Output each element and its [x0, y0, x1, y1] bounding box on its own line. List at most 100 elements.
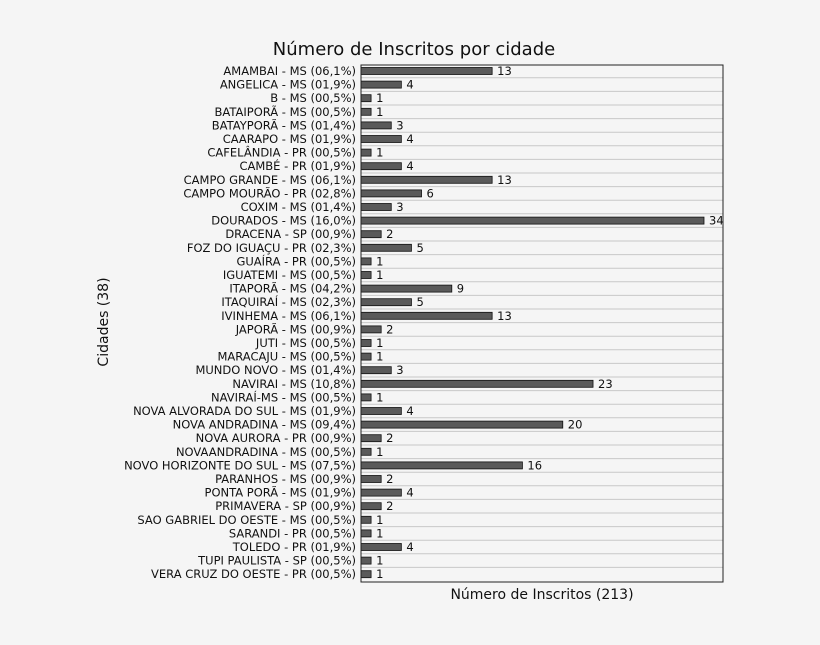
category-label: CAMPO GRANDE - MS (06,1%)	[184, 173, 356, 187]
bar	[360, 461, 523, 470]
bar	[360, 162, 402, 171]
data-label: 2	[386, 227, 393, 241]
bar	[360, 203, 392, 211]
bar	[360, 543, 402, 551]
category-label: CAFELÂNDIA - PR (00,5%)	[207, 145, 356, 160]
data-label: 4	[406, 540, 413, 554]
category-label: NOVAANDRADINA - MS (00,5%)	[176, 445, 356, 459]
data-label: 2	[386, 472, 393, 486]
data-label: 1	[376, 554, 383, 568]
category-label: DOURADOS - MS (16,0%)	[211, 214, 356, 228]
bar	[360, 447, 372, 456]
category-label: IGUATEMI - MS (00,5%)	[223, 268, 356, 282]
category-label: CAARAPO - MS (01,9%)	[223, 132, 356, 146]
bar	[360, 434, 382, 443]
category-label: JUTI - MS (00,5%)	[255, 336, 356, 350]
bar	[360, 339, 372, 347]
category-label: CAMBÉ - PR (01,9%)	[239, 158, 356, 173]
category-label: SARANDI - PR (00,5%)	[229, 526, 356, 540]
bar	[360, 325, 382, 334]
data-label: 1	[376, 146, 383, 160]
data-label: 4	[406, 159, 413, 173]
bar	[360, 135, 402, 143]
bar	[360, 284, 453, 293]
y-axis-label: Cidades (38)	[96, 277, 112, 366]
data-label: 5	[416, 241, 423, 255]
category-labels: AMAMBAI - MS (06,1%)ANGELICA - MS (01,9%…	[124, 64, 356, 581]
bar	[360, 420, 564, 429]
data-label: 3	[396, 118, 403, 132]
data-label: 3	[396, 363, 403, 377]
data-label: 4	[406, 132, 413, 146]
category-label: NAVIRAÍ-MS - MS (00,5%)	[211, 389, 356, 404]
data-label: 3	[396, 200, 403, 214]
category-label: PONTA PORÃ - MS (01,9%)	[205, 485, 356, 500]
category-label: CAMPO MOURÃO - PR (02,8%)	[183, 185, 356, 200]
category-label: JAPORÃ - MS (00,9%)	[235, 321, 356, 336]
bar	[360, 94, 372, 103]
category-label: BATAYPORÃ - MS (01,4%)	[212, 117, 356, 132]
data-label: 9	[457, 282, 464, 296]
bar	[360, 407, 402, 415]
bar	[360, 257, 372, 266]
category-label: FOZ DO IGUAÇU - PR (02,3%)	[187, 241, 356, 255]
category-label: GUAÍRA - PR (00,5%)	[236, 253, 356, 268]
bar	[360, 352, 372, 361]
data-label: 13	[497, 309, 512, 323]
bar	[360, 216, 705, 225]
category-label: IVINHEMA - MS (06,1%)	[221, 309, 356, 323]
category-label: NOVA AURORA - PR (00,9%)	[196, 431, 356, 445]
bar	[360, 393, 372, 402]
bar	[360, 175, 493, 184]
category-label: ITAPORÃ - MS (04,2%)	[229, 281, 356, 296]
category-label: NOVA ANDRADINA - MS (09,4%)	[173, 418, 356, 432]
category-label: VERA CRUZ DO OESTE - PR (00,5%)	[151, 567, 356, 581]
category-label: PRIMAVERA - SP (00,9%)	[215, 499, 356, 513]
bar	[360, 67, 493, 75]
value-labels: 1341134141363342511951321132314202116242…	[376, 64, 724, 581]
bar	[360, 271, 372, 279]
data-label: 1	[376, 350, 383, 364]
data-label: 4	[406, 404, 413, 418]
bar	[360, 502, 382, 511]
data-label: 13	[497, 64, 512, 78]
data-label: 1	[376, 105, 383, 119]
data-label: 1	[376, 567, 383, 581]
category-label: AMAMBAI - MS (06,1%)	[223, 64, 356, 78]
bar	[360, 80, 402, 89]
data-label: 4	[406, 78, 413, 92]
category-label: TOLEDO - PR (01,9%)	[232, 540, 356, 554]
data-label: 1	[376, 390, 383, 404]
category-label: ITAQUIRAÍ - MS (02,3%)	[221, 294, 356, 309]
bar	[360, 475, 382, 483]
bar	[360, 379, 594, 388]
data-label: 23	[598, 377, 613, 391]
bar	[360, 556, 372, 565]
data-label: 13	[497, 173, 512, 187]
category-label: SAO GABRIEL DO OESTE - MS (00,5%)	[137, 513, 356, 527]
bar	[360, 366, 392, 375]
grid-lines	[361, 77, 723, 568]
data-label: 2	[386, 431, 393, 445]
category-label: PARANHOS - MS (00,9%)	[215, 472, 356, 486]
category-label: NAVIRAI - MS (10,8%)	[232, 377, 356, 391]
category-label: BATAIPORÃ - MS (00,5%)	[215, 104, 356, 119]
category-label: COXIM - MS (01,4%)	[241, 200, 356, 214]
bar	[360, 488, 402, 497]
data-label: 1	[376, 254, 383, 268]
data-label: 5	[416, 295, 423, 309]
data-label: 1	[376, 268, 383, 282]
data-label: 6	[427, 186, 434, 200]
bar	[360, 515, 372, 524]
bar	[360, 121, 392, 130]
data-label: 34	[709, 214, 724, 228]
bar	[360, 189, 422, 198]
data-label: 1	[376, 91, 383, 105]
category-label: TUPI PAULISTA - SP (00,5%)	[197, 554, 356, 568]
bar	[360, 311, 493, 320]
bar	[360, 230, 382, 239]
data-label: 1	[376, 513, 383, 527]
category-label: MARACAJU - MS (00,5%)	[217, 350, 356, 364]
